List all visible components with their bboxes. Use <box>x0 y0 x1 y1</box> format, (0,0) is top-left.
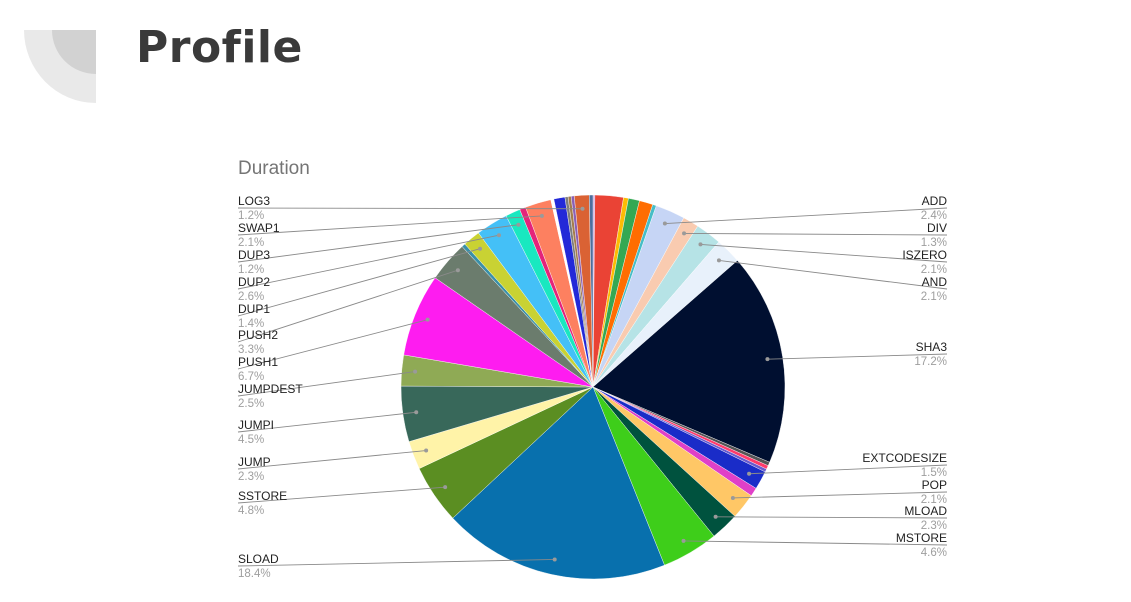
leader-dot-iszero <box>698 242 703 247</box>
slice-percent-mload: 2.3% <box>921 520 947 532</box>
slice-label-dup2: DUP2 <box>238 275 270 289</box>
slice-percent-dup1: 1.4% <box>238 318 264 330</box>
leader-line-log3 <box>237 207 583 210</box>
leader-dot-jumpdest <box>413 369 418 374</box>
leader-dot-mload <box>713 514 718 519</box>
slice-percent-iszero: 2.1% <box>921 264 947 276</box>
leader-dot-log3 <box>580 206 585 211</box>
leader-line-dup3 <box>237 224 519 263</box>
slice-percent-sstore: 4.8% <box>238 505 264 517</box>
leader-line-div <box>684 232 948 236</box>
slice-percent-sha3: 17.2% <box>914 356 947 368</box>
leader-line-mstore <box>683 540 948 546</box>
slice-label-jump: JUMP <box>238 455 271 469</box>
leader-line-push1 <box>237 319 428 370</box>
slice-label-extcodesize: EXTCODESIZE <box>862 451 947 465</box>
leader-dot-sload <box>552 557 557 562</box>
leader-line-iszero <box>700 243 948 263</box>
leader-line-sload <box>237 558 555 567</box>
leader-line-add <box>664 207 948 224</box>
slice-label-iszero: ISZERO <box>902 248 947 262</box>
slice-percent-push2: 3.3% <box>238 344 264 356</box>
leader-dot-jump <box>424 448 429 453</box>
slice-percent-dup3: 1.2% <box>238 264 264 276</box>
leader-dot-sstore <box>443 485 448 490</box>
leader-line-dup2 <box>237 234 500 290</box>
leader-line-swap1 <box>237 215 542 236</box>
slice-label-push1: PUSH1 <box>238 355 278 369</box>
slice-percent-mstore: 4.6% <box>921 547 947 559</box>
leader-dot-dup1 <box>478 246 483 251</box>
slice-label-mstore: MSTORE <box>896 531 947 545</box>
slice-label-add: ADD <box>922 194 948 208</box>
slice-percent-push1: 6.7% <box>238 371 264 383</box>
slice-percent-jumpdest: 2.5% <box>238 398 264 410</box>
slice-percent-extcodesize: 1.5% <box>921 467 947 479</box>
slice-label-mload: MLOAD <box>904 504 947 518</box>
leader-line-mload <box>715 516 948 519</box>
slice-percent-pop: 2.1% <box>921 494 947 506</box>
slice-label-dup3: DUP3 <box>238 248 270 262</box>
slice-label-sha3: SHA3 <box>916 340 948 354</box>
pie-slice-sha3 <box>592 260 786 463</box>
pie-slice-38 <box>589 194 594 388</box>
leader-line-and <box>718 259 948 290</box>
leader-dot-jumpi <box>414 410 419 415</box>
slice-percent-swap1: 2.1% <box>238 237 264 249</box>
leader-line-extcodesize <box>749 464 948 475</box>
slice-label-pop: POP <box>922 478 947 492</box>
slice-percent-jumpi: 4.5% <box>238 434 264 446</box>
slice-label-swap1: SWAP1 <box>238 221 280 235</box>
slice-label-dup1: DUP1 <box>238 302 270 316</box>
slice-percent-dup2: 2.6% <box>238 291 264 303</box>
slice-percent-log3: 1.2% <box>238 210 264 222</box>
leader-line-sstore <box>237 486 446 504</box>
slice-label-div: DIV <box>927 221 947 235</box>
leader-dot-and <box>716 258 721 263</box>
slice-label-log3: LOG3 <box>238 194 270 208</box>
leader-dot-sha3 <box>765 357 770 362</box>
chart-title: Duration <box>238 158 310 179</box>
leader-line-sha3 <box>767 353 948 360</box>
leader-dot-mstore <box>681 538 686 543</box>
pie-slice-sload <box>452 386 665 580</box>
slice-label-and: AND <box>922 275 948 289</box>
page-title: Profile <box>136 22 303 73</box>
leader-line-pop <box>732 491 948 499</box>
slice-label-sstore: SSTORE <box>238 489 287 503</box>
leader-dot-swap1 <box>539 213 544 218</box>
pie-slices <box>400 194 786 580</box>
leader-dot-push1 <box>425 317 430 322</box>
slice-percent-add: 2.4% <box>921 210 947 222</box>
slice-label-sload: SLOAD <box>238 552 279 566</box>
leader-dot-div <box>682 231 687 236</box>
leader-dot-add <box>662 221 667 226</box>
slice-label-push2: PUSH2 <box>238 328 278 342</box>
slice-percent-and: 2.1% <box>921 291 947 303</box>
leader-line-jumpi <box>237 411 417 433</box>
leader-dot-push2 <box>455 268 460 273</box>
leader-dot-extcodesize <box>747 471 752 476</box>
leader-line-push2 <box>237 269 459 343</box>
corner-decoration <box>24 30 96 103</box>
leader-line-jump <box>237 450 427 470</box>
slice-label-jumpdest: JUMPDEST <box>238 382 303 396</box>
pie-labels: ADD2.4%DIV1.3%ISZERO2.1%AND2.1%SHA317.2%… <box>237 194 948 580</box>
leader-line-dup1 <box>237 248 481 317</box>
leader-dot-dup2 <box>496 233 501 238</box>
slice-percent-jump: 2.3% <box>238 471 264 483</box>
slice-percent-div: 1.3% <box>921 237 947 249</box>
leader-dot-dup3 <box>516 222 521 227</box>
leader-dot-pop <box>730 495 735 500</box>
leader-line-jumpdest <box>237 371 416 397</box>
slice-percent-sload: 18.4% <box>238 568 271 580</box>
slice-label-jumpi: JUMPI <box>238 418 274 432</box>
